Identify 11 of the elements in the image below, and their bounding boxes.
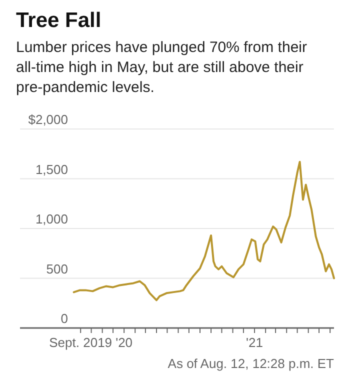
x-tick-label: Sept. 2019 xyxy=(49,335,112,350)
y-tick-label: 0 xyxy=(60,311,68,326)
x-tick-label: '20 xyxy=(116,335,133,350)
y-tick-label: 1,500 xyxy=(35,162,68,177)
y-tick-label: 1,000 xyxy=(35,212,68,226)
y-tick-label: $2,000 xyxy=(28,112,68,127)
y-tick-label: 500 xyxy=(46,261,68,276)
text: As of Aug. 12, 12:28 p.m. ET xyxy=(168,356,334,371)
chart-subtitle: Lumber prices have plunged 70% from their all-time high in May, but are still above their pre-pandemic levels. xyxy=(16,39,307,96)
x-tick-label: '21 xyxy=(246,335,263,350)
chart-title: Tree Fall xyxy=(16,9,102,32)
